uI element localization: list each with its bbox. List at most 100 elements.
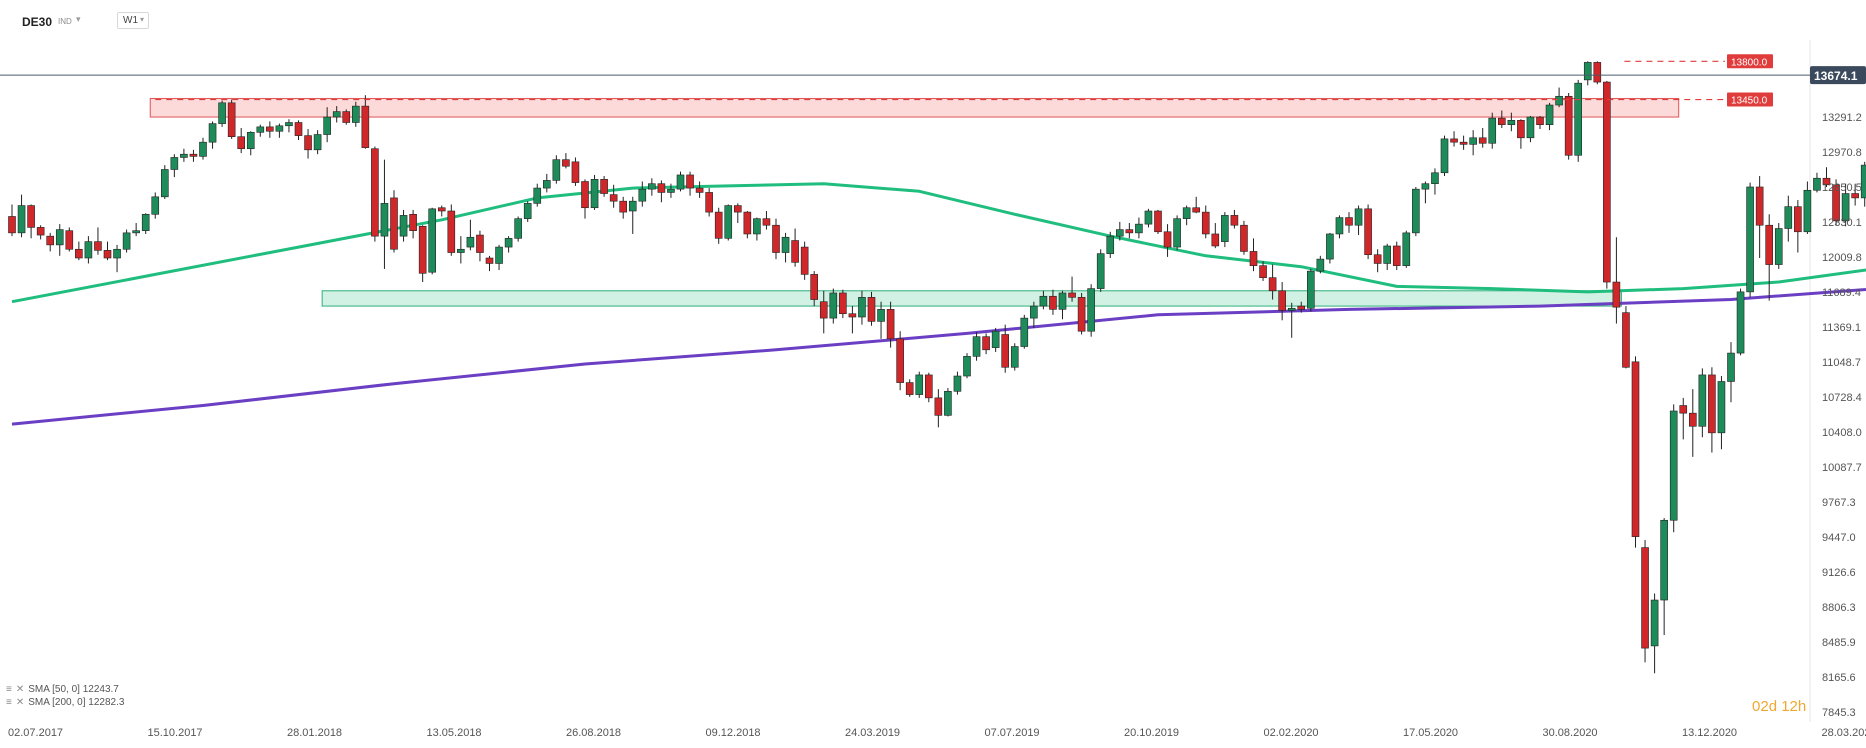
candle-body[interactable] <box>867 297 876 322</box>
candle-body[interactable] <box>1536 116 1544 125</box>
candle-body[interactable] <box>791 240 799 263</box>
candle-body[interactable] <box>1049 295 1057 310</box>
candle-body[interactable] <box>896 338 904 383</box>
candle-body[interactable] <box>457 248 465 253</box>
candle-body[interactable] <box>1392 245 1401 266</box>
candle-body[interactable] <box>361 105 370 148</box>
candle-body[interactable] <box>1583 62 1592 81</box>
candle-body[interactable] <box>1135 223 1143 234</box>
candle-body[interactable] <box>1096 253 1105 289</box>
candle-body[interactable] <box>1794 206 1802 233</box>
candle-body[interactable] <box>972 336 981 357</box>
candle-body[interactable] <box>714 211 723 239</box>
candle-body[interactable] <box>858 297 866 318</box>
candle-body[interactable] <box>1755 186 1764 226</box>
candle-body[interactable] <box>1650 599 1659 647</box>
close-icon[interactable]: ✕ <box>15 684 25 695</box>
candle-body[interactable] <box>1708 374 1716 434</box>
candle-body[interactable] <box>504 238 513 248</box>
candle-body[interactable] <box>1211 233 1220 247</box>
candle-body[interactable] <box>285 122 293 127</box>
candle-body[interactable] <box>1660 519 1668 601</box>
candle-body[interactable] <box>294 122 303 136</box>
candle-body[interactable] <box>1803 189 1812 233</box>
candle-body[interactable] <box>113 248 121 259</box>
candle-body[interactable] <box>1383 245 1391 264</box>
candle-body[interactable] <box>1717 381 1726 434</box>
candle-body[interactable] <box>275 125 284 132</box>
candle-body[interactable] <box>772 224 780 253</box>
candle-body[interactable] <box>8 216 16 234</box>
candle-body[interactable] <box>514 218 522 239</box>
candle-body[interactable] <box>819 301 828 319</box>
candle-body[interactable] <box>1116 229 1124 237</box>
candle-body[interactable] <box>982 336 990 351</box>
close-icon[interactable]: ✕ <box>15 697 25 708</box>
candle-body[interactable] <box>953 375 962 392</box>
candle-body[interactable] <box>1784 206 1793 229</box>
candle-body[interactable] <box>1421 183 1430 190</box>
chevron-down-icon[interactable]: ▾ <box>76 14 81 24</box>
candle-body[interactable] <box>1010 346 1019 368</box>
candle-body[interactable] <box>1860 164 1866 199</box>
resistance-zone[interactable] <box>149 97 1680 118</box>
candle-body[interactable] <box>905 382 914 395</box>
candle-body[interactable] <box>848 313 857 318</box>
candle-body[interactable] <box>1517 120 1525 139</box>
candle-body[interactable] <box>1364 208 1372 256</box>
candle-body[interactable] <box>161 169 169 198</box>
candle-body[interactable] <box>447 210 456 253</box>
candle-body[interactable] <box>1498 117 1506 125</box>
candle-body[interactable] <box>1087 288 1095 332</box>
candle-body[interactable] <box>246 132 255 150</box>
candle-body[interactable] <box>1144 210 1153 225</box>
candle-body[interactable] <box>753 218 761 235</box>
candle-body[interactable] <box>208 123 217 143</box>
candle-body[interactable] <box>1268 277 1277 292</box>
candle-body[interactable] <box>151 196 160 215</box>
candle-body[interactable] <box>944 391 952 416</box>
candle-body[interactable] <box>562 159 570 167</box>
candle-body[interactable] <box>17 205 26 234</box>
candle-body[interactable] <box>1039 295 1048 307</box>
candle-body[interactable] <box>1402 232 1411 266</box>
candle-body[interactable] <box>323 116 331 135</box>
candle-body[interactable] <box>1354 208 1363 226</box>
candle-body[interactable] <box>1669 410 1678 521</box>
candle-body[interactable] <box>1841 193 1850 222</box>
candle-body[interactable] <box>924 374 933 399</box>
candle-body[interactable] <box>1431 172 1439 184</box>
candle-body[interactable] <box>409 213 417 231</box>
candle-body[interactable] <box>1278 290 1286 311</box>
candle-body[interactable] <box>1851 193 1859 199</box>
candle-body[interactable] <box>686 174 694 189</box>
candle-body[interactable] <box>1068 292 1076 298</box>
candle-body[interactable] <box>237 136 245 150</box>
candle-body[interactable] <box>581 181 589 209</box>
candle-body[interactable] <box>46 235 55 246</box>
candle-body[interactable] <box>199 141 207 157</box>
candle-body[interactable] <box>877 309 885 322</box>
candle-body[interactable] <box>542 180 551 189</box>
candle-body[interactable] <box>1125 229 1134 234</box>
candle-body[interactable] <box>1326 233 1334 260</box>
candle-body[interactable] <box>1106 235 1115 254</box>
candle-body[interactable] <box>65 230 74 250</box>
candle-body[interactable] <box>1201 211 1210 235</box>
candle-body[interactable] <box>705 192 713 213</box>
candle-body[interactable] <box>1545 104 1554 125</box>
candle-body[interactable] <box>103 250 112 259</box>
candle-body[interactable] <box>991 330 1000 348</box>
candle-body[interactable] <box>839 292 847 315</box>
candle-body[interactable] <box>1679 405 1688 414</box>
candle-body[interactable] <box>1249 251 1258 266</box>
candle-body[interactable] <box>342 111 351 123</box>
candle-body[interactable] <box>313 134 322 151</box>
candle-body[interactable] <box>1297 305 1306 310</box>
candle-body[interactable] <box>628 200 637 212</box>
candle-body[interactable] <box>1058 292 1067 310</box>
candle-body[interactable] <box>1259 265 1267 278</box>
candle-body[interactable] <box>800 246 809 275</box>
candle-body[interactable] <box>609 194 618 202</box>
